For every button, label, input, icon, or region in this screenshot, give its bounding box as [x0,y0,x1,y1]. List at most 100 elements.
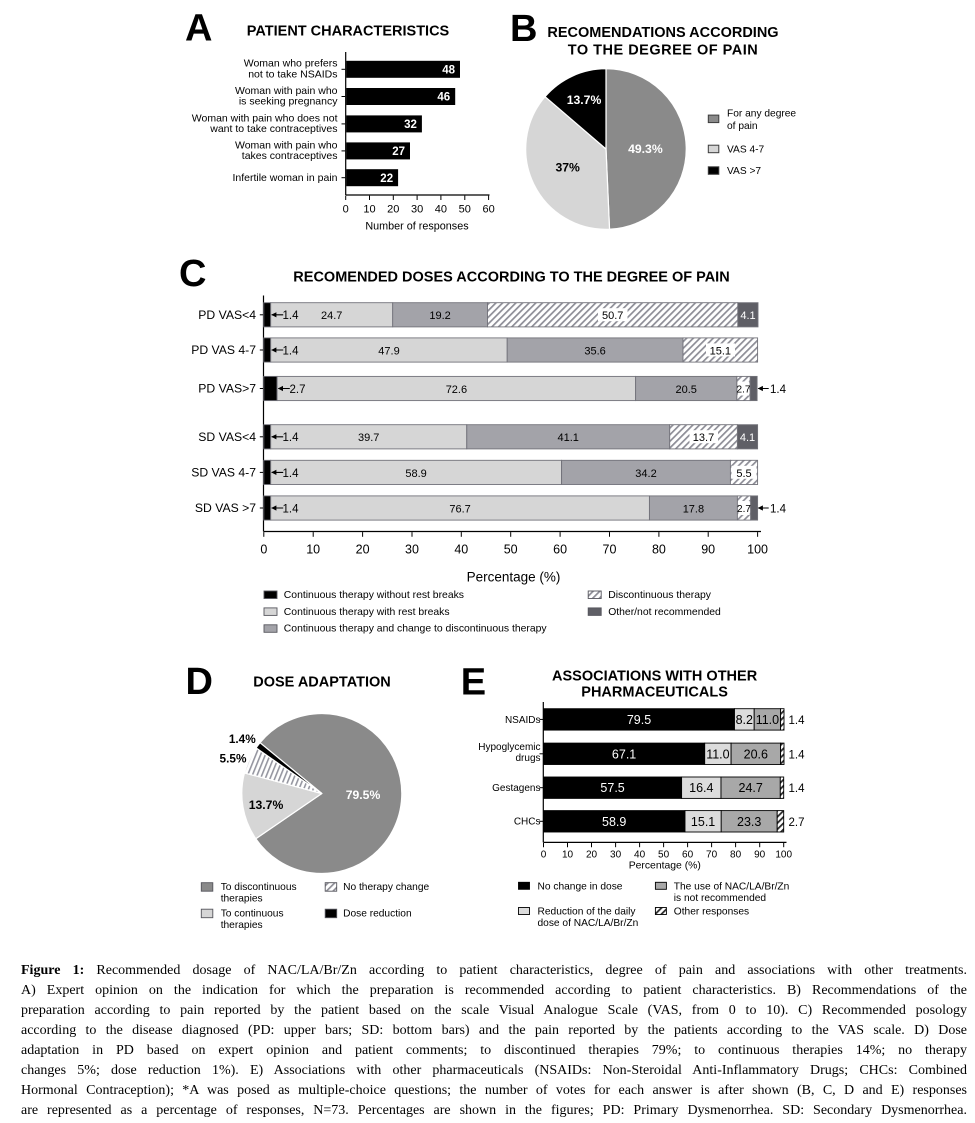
svg-text:PHARMACEUTICALS: PHARMACEUTICALS [581,685,728,701]
svg-text:DOSE ADAPTATION: DOSE ADAPTATION [253,675,390,691]
svg-text:0: 0 [260,543,267,557]
svg-text:22: 22 [380,173,393,185]
svg-text:72.6: 72.6 [446,384,467,396]
svg-text:35.6: 35.6 [584,345,605,357]
svg-text:is seeking pregnancy: is seeking pregnancy [239,96,338,108]
svg-text:SD VAS 4-7: SD VAS 4-7 [191,465,256,479]
svg-text:Gestagens: Gestagens [492,783,540,794]
svg-text:Continuous therapy and change: Continuous therapy and change to discont… [284,624,548,635]
svg-text:50.7: 50.7 [602,310,623,322]
svg-text:RECOMENDED DOSES ACCORDING TO: RECOMENDED DOSES ACCORDING TO THE DEGREE… [293,270,729,286]
svg-text:1.4: 1.4 [283,503,300,515]
svg-text:40: 40 [634,849,646,860]
svg-text:B: B [510,8,537,50]
svg-text:60: 60 [482,204,494,216]
svg-text:Hypoglycemic: Hypoglycemic [478,742,540,753]
svg-text:ASSOCIATIONS WITH OTHER: ASSOCIATIONS WITH OTHER [552,668,758,684]
svg-text:1.4: 1.4 [283,345,300,357]
svg-text:46: 46 [437,92,450,104]
svg-text:Infertile woman in pain: Infertile woman in pain [232,172,337,184]
svg-text:PD VAS<4: PD VAS<4 [198,308,256,322]
svg-text:27: 27 [392,146,405,158]
svg-text:To discontinuous: To discontinuous [221,882,297,893]
svg-text:PD VAS 4-7: PD VAS 4-7 [191,343,256,357]
svg-text:16.4: 16.4 [689,781,713,795]
svg-text:0: 0 [541,849,547,860]
svg-text:Woman with pain who does not: Woman with pain who does not [192,112,338,124]
svg-text:79.5%: 79.5% [346,788,381,802]
svg-text:Woman with pain who: Woman with pain who [235,139,338,151]
svg-text:C: C [179,253,206,295]
svg-text:20.6: 20.6 [744,747,768,761]
svg-text:Other responses: Other responses [674,907,749,918]
svg-text:0: 0 [343,204,349,216]
svg-text:39.7: 39.7 [358,432,379,444]
svg-text:20: 20 [387,204,399,216]
svg-text:10: 10 [306,543,320,557]
svg-text:15.1: 15.1 [710,345,731,357]
svg-text:Number of responses: Number of responses [365,221,469,233]
svg-text:13.7%: 13.7% [249,798,284,812]
svg-text:1.4: 1.4 [283,468,300,480]
svg-text:90: 90 [701,543,715,557]
svg-text:49.3%: 49.3% [628,142,663,156]
svg-text:5.5: 5.5 [736,468,751,480]
svg-text:76.7: 76.7 [449,503,470,515]
svg-text:Continuous therapy without res: Continuous therapy without rest breaks [284,590,464,601]
svg-text:30: 30 [411,204,423,216]
svg-text:50: 50 [504,543,518,557]
svg-text:Continuous therapy with rest b: Continuous therapy with rest breaks [284,607,450,618]
svg-text:4.1: 4.1 [740,310,755,322]
svg-text:19.2: 19.2 [429,310,450,322]
svg-text:Discontinuous therapy: Discontinuous therapy [608,590,712,601]
svg-text:30: 30 [610,849,622,860]
svg-text:60: 60 [553,543,567,557]
svg-text:Dose reduction: Dose reduction [343,908,412,919]
svg-text:No therapy change: No therapy change [343,882,429,893]
svg-text:11.0: 11.0 [706,747,729,761]
svg-text:30: 30 [405,543,419,557]
svg-text:E: E [461,661,486,703]
svg-text:therapies: therapies [221,920,263,931]
svg-text:58.9: 58.9 [602,815,626,829]
svg-text:13.7: 13.7 [693,432,714,444]
svg-text:not to take NSAIDs: not to take NSAIDs [248,68,337,80]
svg-text:80: 80 [652,543,666,557]
svg-text:23.3: 23.3 [737,815,761,829]
svg-text:is not recommended: is not recommended [674,893,767,904]
svg-text:A: A [185,8,212,50]
svg-text:1.4%: 1.4% [229,732,256,746]
svg-text:CHCs: CHCs [514,817,541,828]
svg-text:4.1: 4.1 [740,432,755,444]
svg-text:10: 10 [363,204,375,216]
svg-text:13.7%: 13.7% [567,93,602,107]
svg-text:15.1: 15.1 [691,815,715,829]
svg-text:Woman with pain who: Woman with pain who [235,85,338,97]
svg-text:dose of NAC/LA/Br/Zn: dose of NAC/LA/Br/Zn [538,918,639,929]
svg-text:20: 20 [356,543,370,557]
svg-text:100: 100 [747,543,768,557]
svg-text:TO THE DEGREE OF PAIN: TO THE DEGREE OF PAIN [568,43,758,59]
svg-text:70: 70 [706,849,718,860]
svg-text:2.7: 2.7 [737,504,751,515]
svg-text:VAS 4-7: VAS 4-7 [727,144,765,155]
svg-text:Percentage (%): Percentage (%) [629,860,701,871]
svg-text:1.4: 1.4 [789,749,806,761]
svg-text:79.5: 79.5 [627,713,651,727]
svg-text:SD VAS<4: SD VAS<4 [198,430,256,444]
svg-text:11.0: 11.0 [756,713,779,727]
svg-text:24.7: 24.7 [739,781,763,795]
svg-text:48: 48 [442,64,455,76]
svg-text:41.1: 41.1 [557,432,578,444]
svg-text:Other/not recommended: Other/not recommended [608,607,721,618]
svg-text:Percentage (%): Percentage (%) [467,570,561,585]
svg-text:RECOMENDATIONS ACCORDING: RECOMENDATIONS ACCORDING [547,25,778,41]
svg-text:No change in dose: No change in dose [538,882,623,893]
svg-text:For any degree: For any degree [727,108,796,119]
svg-text:90: 90 [754,849,766,860]
svg-text:2.7: 2.7 [290,384,306,396]
svg-text:5.5%: 5.5% [220,752,247,766]
svg-text:NSAIDs: NSAIDs [505,715,541,726]
svg-text:40: 40 [454,543,468,557]
svg-text:24.7: 24.7 [321,310,342,322]
